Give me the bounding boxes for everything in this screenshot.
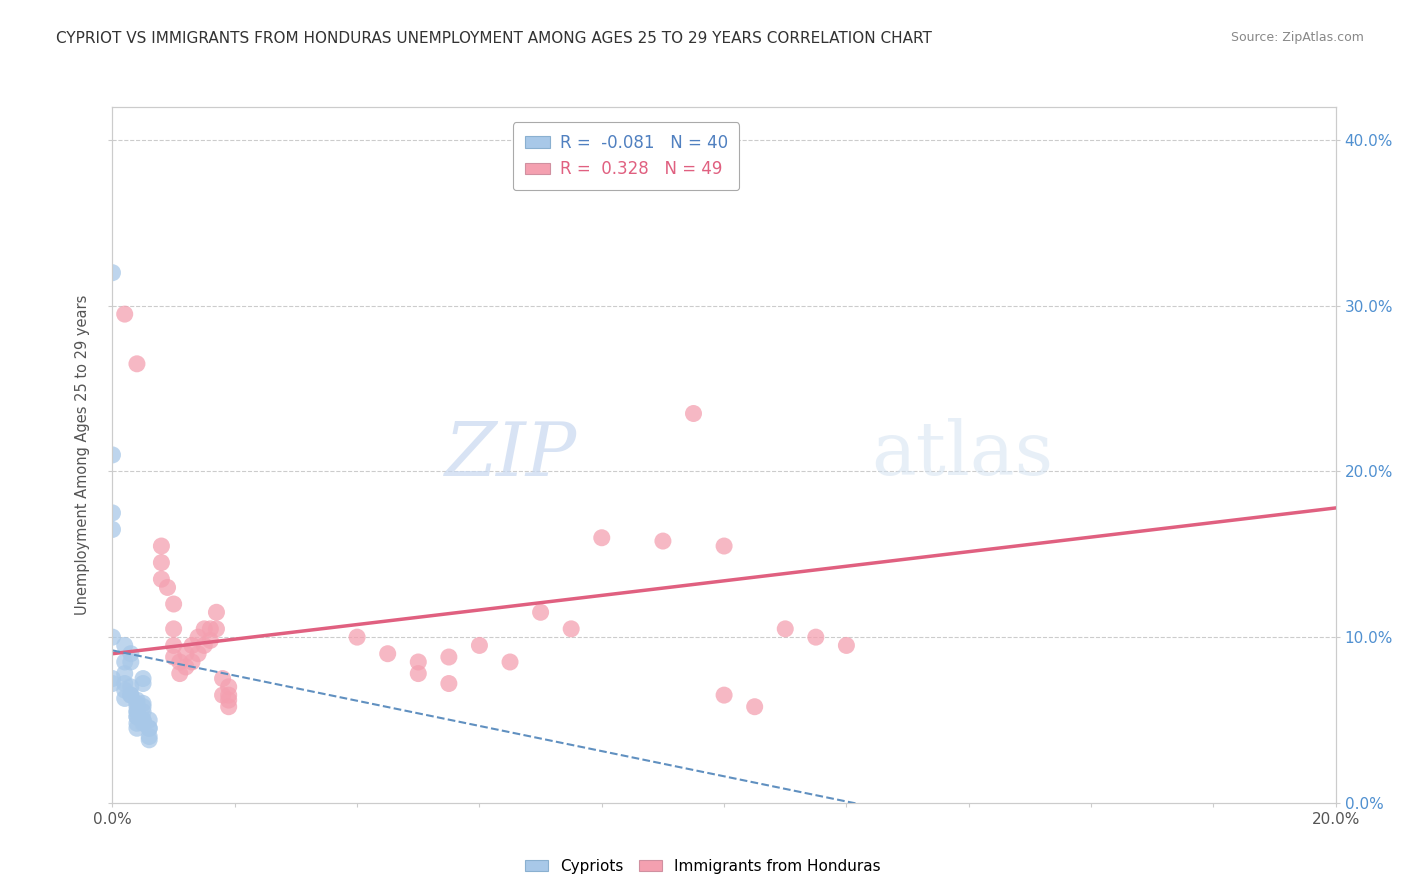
Point	[138, 713, 160, 727]
Point	[120, 688, 142, 702]
Point	[125, 705, 148, 719]
Point	[560, 622, 582, 636]
Point	[132, 713, 155, 727]
Point	[682, 407, 704, 421]
Point	[211, 672, 233, 686]
Point	[530, 605, 553, 619]
Point	[652, 534, 675, 549]
Point	[187, 630, 209, 644]
Point	[187, 647, 209, 661]
Point	[114, 683, 136, 698]
Point	[132, 713, 155, 727]
Point	[193, 639, 215, 653]
Point	[200, 622, 222, 636]
Point	[132, 716, 155, 731]
Point	[114, 307, 136, 321]
Point	[437, 650, 460, 665]
Point	[138, 730, 160, 744]
Point	[163, 622, 186, 636]
Point	[138, 721, 160, 735]
Point	[114, 676, 136, 690]
Point	[138, 721, 160, 735]
Point	[174, 660, 197, 674]
Point	[120, 655, 142, 669]
Point	[181, 655, 204, 669]
Point	[101, 523, 124, 537]
Point	[150, 539, 173, 553]
Point	[218, 693, 240, 707]
Point	[499, 655, 522, 669]
Text: atlas: atlas	[870, 418, 1053, 491]
Point	[163, 650, 186, 665]
Point	[150, 572, 173, 586]
Point	[125, 705, 148, 719]
Point	[181, 639, 204, 653]
Point	[125, 693, 148, 707]
Text: CYPRIOT VS IMMIGRANTS FROM HONDURAS UNEMPLOYMENT AMONG AGES 25 TO 29 YEARS CORRE: CYPRIOT VS IMMIGRANTS FROM HONDURAS UNEM…	[56, 31, 932, 46]
Point	[125, 699, 148, 714]
Point	[200, 633, 222, 648]
Legend: Cypriots, Immigrants from Honduras: Cypriots, Immigrants from Honduras	[519, 853, 887, 880]
Point	[101, 672, 124, 686]
Point	[150, 556, 173, 570]
Point	[437, 676, 460, 690]
Point	[114, 639, 136, 653]
Point	[125, 709, 148, 723]
Point	[120, 688, 142, 702]
Point	[101, 266, 124, 280]
Point	[804, 630, 827, 644]
Point	[156, 581, 179, 595]
Point	[169, 655, 191, 669]
Point	[169, 666, 191, 681]
Point	[835, 639, 858, 653]
Point	[101, 448, 124, 462]
Point	[163, 639, 186, 653]
Point	[101, 630, 124, 644]
Point	[174, 647, 197, 661]
Point	[713, 688, 735, 702]
Point	[346, 630, 368, 644]
Point	[591, 531, 613, 545]
Point	[408, 666, 430, 681]
Point	[120, 647, 142, 661]
Y-axis label: Unemployment Among Ages 25 to 29 years: Unemployment Among Ages 25 to 29 years	[75, 294, 90, 615]
Point	[138, 732, 160, 747]
Point	[205, 605, 228, 619]
Point	[114, 655, 136, 669]
Point	[713, 539, 735, 553]
Point	[132, 672, 155, 686]
Point	[125, 721, 148, 735]
Point	[218, 699, 240, 714]
Point	[132, 699, 155, 714]
Point	[211, 688, 233, 702]
Point	[125, 716, 148, 731]
Point	[218, 680, 240, 694]
Point	[125, 709, 148, 723]
Point	[114, 666, 136, 681]
Point	[377, 647, 399, 661]
Point	[132, 705, 155, 719]
Point	[120, 680, 142, 694]
Legend: R =  -0.081   N = 40, R =  0.328   N = 49: R = -0.081 N = 40, R = 0.328 N = 49	[513, 122, 740, 190]
Point	[163, 597, 186, 611]
Point	[132, 697, 155, 711]
Point	[193, 622, 215, 636]
Point	[101, 676, 124, 690]
Point	[218, 688, 240, 702]
Text: ZIP: ZIP	[446, 418, 578, 491]
Text: Source: ZipAtlas.com: Source: ZipAtlas.com	[1230, 31, 1364, 45]
Point	[125, 357, 148, 371]
Point	[114, 691, 136, 706]
Point	[468, 639, 491, 653]
Point	[101, 506, 124, 520]
Point	[205, 622, 228, 636]
Point	[132, 676, 155, 690]
Point	[125, 697, 148, 711]
Point	[408, 655, 430, 669]
Point	[744, 699, 766, 714]
Point	[775, 622, 797, 636]
